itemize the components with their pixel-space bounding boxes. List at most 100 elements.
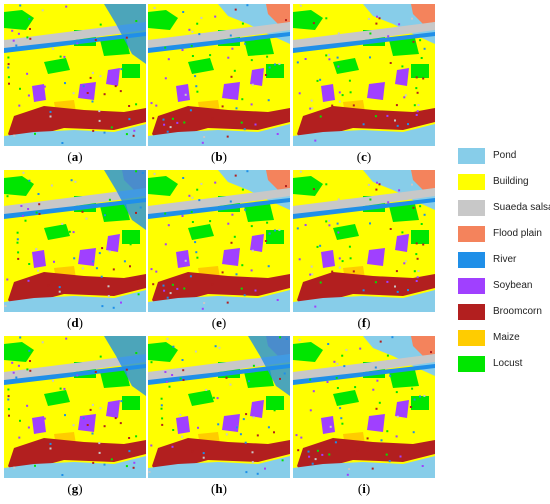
speckle: [128, 437, 131, 439]
speckle: [8, 414, 10, 417]
speckle: [64, 414, 66, 417]
panel-caption: (i): [357, 481, 371, 496]
flood-plain-region: [266, 4, 290, 24]
speckle: [349, 257, 352, 260]
speckle: [91, 71, 94, 74]
speckle: [374, 366, 377, 369]
broomcorn-region: [8, 106, 146, 146]
speckle: [304, 58, 307, 60]
speckle: [233, 69, 236, 72]
legend-label: Maize: [493, 332, 520, 343]
locust-region: [333, 390, 359, 406]
speckle: [267, 99, 270, 102]
speckle: [184, 259, 187, 262]
legend-swatch: [458, 200, 485, 216]
speckle: [375, 188, 378, 191]
speckle: [133, 129, 136, 132]
speckle: [335, 376, 338, 379]
speckle: [371, 467, 374, 470]
speckle: [86, 424, 89, 426]
pond-region: [148, 124, 290, 146]
speckle: [125, 133, 128, 136]
speckle: [6, 278, 9, 281]
speckle: [235, 107, 238, 110]
speckle: [221, 271, 224, 274]
speckle: [120, 400, 123, 403]
speckle: [325, 220, 328, 223]
speckle: [198, 199, 201, 202]
speckle: [29, 360, 31, 362]
speckle: [104, 214, 106, 217]
speckle: [423, 47, 426, 50]
speckle: [63, 387, 66, 390]
speckle: [419, 395, 421, 398]
speckle: [297, 449, 300, 452]
speckle: [11, 29, 14, 32]
speckle: [72, 92, 75, 95]
classification-map: [4, 4, 146, 146]
classification-map: [148, 170, 290, 312]
speckle: [362, 289, 365, 292]
speckle: [166, 296, 169, 299]
speckle: [15, 376, 18, 379]
speckle: [278, 228, 281, 231]
locust-region: [411, 230, 429, 244]
speckle: [82, 417, 85, 420]
speckle: [319, 115, 322, 118]
locust-region: [188, 390, 214, 406]
speckle: [200, 16, 203, 19]
speckle: [234, 8, 237, 11]
speckle: [366, 437, 369, 440]
legend-item-flood-plain: Flood plain: [458, 226, 550, 242]
speckle: [53, 260, 55, 263]
speckle: [398, 189, 401, 192]
speckle: [61, 142, 64, 144]
locust-region: [4, 176, 34, 196]
speckle: [28, 263, 31, 265]
speckle: [316, 79, 319, 82]
speckle: [81, 267, 84, 270]
speckle: [179, 377, 182, 380]
speckle: [191, 450, 194, 453]
panel-i: (i): [293, 336, 435, 496]
panel-caption: (h): [211, 481, 227, 496]
speckle: [307, 450, 310, 453]
speckle: [310, 265, 313, 268]
speckle: [209, 220, 212, 223]
locust-region: [188, 224, 214, 240]
speckle: [235, 426, 238, 429]
speckle: [376, 181, 378, 184]
speckle: [166, 130, 169, 133]
speckle: [82, 85, 85, 88]
speckle: [312, 188, 315, 191]
speckle: [202, 452, 205, 455]
speckle: [203, 136, 206, 138]
legend-item-locust: Locust: [458, 356, 550, 372]
speckle: [114, 217, 116, 220]
speckle: [98, 110, 101, 113]
speckle: [141, 172, 144, 174]
speckle: [38, 203, 41, 206]
speckle: [65, 337, 68, 340]
speckle: [341, 354, 344, 357]
panel-c: (c): [293, 4, 435, 164]
speckle: [359, 347, 362, 350]
speckle: [421, 465, 424, 467]
speckle: [17, 251, 20, 254]
speckle: [328, 224, 331, 227]
locust-region: [44, 224, 70, 240]
speckle: [417, 270, 420, 272]
speckle: [328, 219, 330, 222]
speckle: [184, 93, 187, 96]
speckle: [73, 257, 76, 260]
speckle: [194, 241, 197, 244]
speckle: [338, 91, 341, 94]
speckle: [419, 205, 422, 208]
speckle: [266, 55, 269, 58]
speckle: [92, 461, 95, 464]
speckle: [194, 75, 197, 78]
speckle: [20, 205, 23, 207]
pond-region: [4, 290, 146, 312]
speckle: [241, 98, 244, 101]
speckle: [128, 105, 131, 107]
